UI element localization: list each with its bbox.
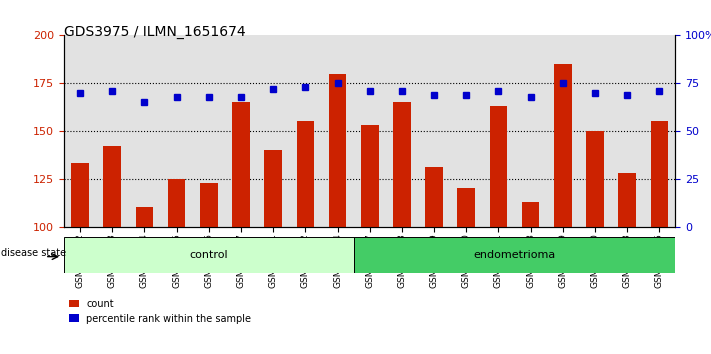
Legend: count, percentile rank within the sample: count, percentile rank within the sample <box>69 299 252 324</box>
Bar <box>586 131 604 227</box>
Bar <box>490 106 507 227</box>
Bar <box>450 35 482 227</box>
Bar <box>321 35 353 227</box>
Bar <box>96 35 129 227</box>
Bar <box>547 35 579 227</box>
Bar <box>457 188 475 227</box>
Bar <box>611 35 643 227</box>
Bar <box>643 35 675 227</box>
Bar <box>225 35 257 227</box>
Text: endometrioma: endometrioma <box>474 250 556 260</box>
Text: disease state: disease state <box>1 248 66 258</box>
Bar <box>619 173 636 227</box>
Bar <box>136 207 154 227</box>
Bar <box>71 164 89 227</box>
Bar <box>651 121 668 227</box>
Bar <box>289 35 321 227</box>
Bar <box>168 179 186 227</box>
Bar <box>232 102 250 227</box>
Bar <box>64 237 353 273</box>
Bar <box>386 35 418 227</box>
Bar <box>264 150 282 227</box>
Bar <box>257 35 289 227</box>
Bar <box>353 237 675 273</box>
Bar <box>296 121 314 227</box>
Bar <box>554 64 572 227</box>
Bar <box>200 183 218 227</box>
Bar <box>579 35 611 227</box>
Bar <box>103 146 121 227</box>
Bar <box>482 35 515 227</box>
Bar <box>353 35 386 227</box>
Text: control: control <box>190 250 228 260</box>
Bar <box>425 167 443 227</box>
Bar <box>361 125 378 227</box>
Bar <box>161 35 193 227</box>
Bar <box>515 35 547 227</box>
Bar <box>522 202 540 227</box>
Bar <box>393 102 411 227</box>
Bar <box>193 35 225 227</box>
Bar <box>129 35 161 227</box>
Bar <box>328 74 346 227</box>
Text: GDS3975 / ILMN_1651674: GDS3975 / ILMN_1651674 <box>64 25 245 39</box>
Bar <box>64 35 96 227</box>
Bar <box>418 35 450 227</box>
